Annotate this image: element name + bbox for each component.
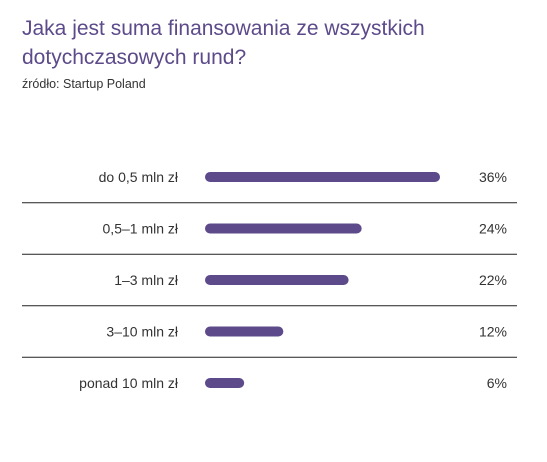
bar-rows: do 0,5 mln zł 36% 0,5–1 mln zł 24% 1–3 mln z… — [22, 169, 517, 391]
bar — [205, 275, 349, 285]
bar — [205, 223, 362, 234]
bar — [205, 172, 440, 182]
value-label: 24% — [479, 221, 507, 237]
category-label: ponad 10 mln zł — [79, 375, 179, 391]
value-label: 12% — [479, 324, 507, 340]
category-label: 3–10 mln zł — [106, 324, 178, 340]
value-label: 36% — [479, 169, 507, 185]
chart-source: źródło: Startup Poland — [22, 77, 146, 91]
bar — [205, 378, 245, 388]
value-label: 6% — [487, 375, 507, 391]
category-label: 1–3 mln zł — [114, 272, 179, 288]
category-label: do 0,5 mln zł — [99, 169, 179, 185]
chart-title: Jaka jest suma finansowania ze wszystkic… — [22, 17, 425, 69]
value-label: 22% — [479, 272, 507, 288]
bar — [205, 326, 284, 337]
category-label: 0,5–1 mln zł — [103, 221, 179, 237]
